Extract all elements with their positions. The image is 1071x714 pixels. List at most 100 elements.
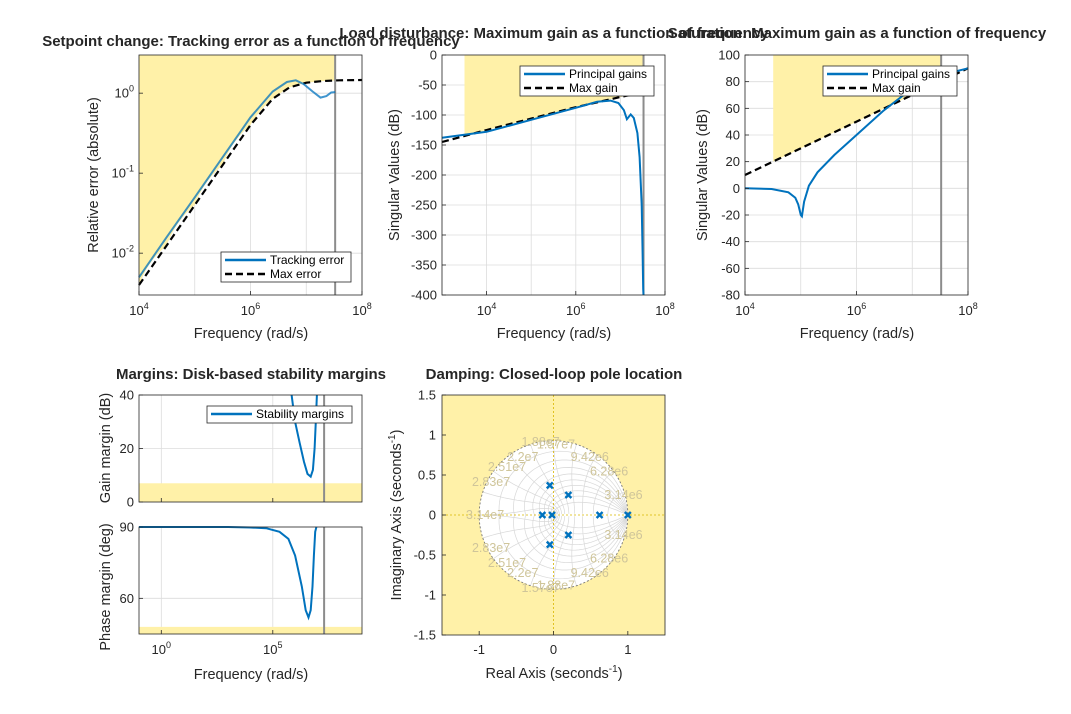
tracking-shaded-region [139,55,336,285]
margins-legend[interactable]: Stability margins [206,405,353,424]
damping-contour [544,514,629,546]
y-tick-label: -400 [411,288,437,303]
natural-frequency-contour [582,516,598,576]
damping-poles [538,481,632,549]
y-tick-label: -50 [418,78,437,93]
y-tick-label: 20 [726,154,740,169]
tracking-error-plot: Setpoint change: Tracking error as a fun… [42,33,460,342]
load-disturbance-legend-label-2: Max gain [569,81,618,95]
y-tick-label: 0 [733,181,740,196]
x-tick-label: 106 [241,301,260,318]
y-tick-label: 0 [430,48,437,63]
x-tick-label: 104 [129,301,148,318]
x-tick-label: 108 [958,301,977,318]
pole-location-plot: Damping: Closed-loop pole location 1.88e… [387,366,682,682]
y-tick-label: 60 [120,591,134,606]
damping-x-ticks: -1 0 1 [473,631,631,657]
damping-y-axis-label: Imaginary Axis (seconds-1) [387,430,405,601]
natural-frequency-contour [592,471,614,514]
y-tick-label: -100 [411,108,437,123]
tracking-plot-title: Setpoint change: Tracking error as a fun… [42,33,460,50]
series-stability-margins [290,394,318,479]
x-tick-label: -1 [473,642,485,657]
y-tick-label: -20 [721,208,740,223]
y-tick-label: -350 [411,258,437,273]
y-tick-label: 1 [429,428,436,443]
x-tick-label: 100 [152,640,171,657]
pole-marker [564,531,573,539]
damping-contour [532,473,629,516]
load-disturbance-plot-title: Load disturbance: Maximum gain as a func… [339,25,769,42]
load-disturbance-legend[interactable]: Principal gains Max gain [519,65,655,97]
x-tick-label: 1 [624,642,631,657]
y-tick-label: -40 [721,234,740,249]
series-max-error [138,78,363,286]
y-tick-label: 0.5 [418,468,436,483]
phase-margin-y-axis-label: Phase margin (deg) [98,523,114,650]
x-tick-label: 106 [566,301,585,318]
y-tick-label: 100 [718,48,740,63]
grid-annotation: 1.57e7 [537,437,575,451]
tracking-x-axis-label: Frequency (rad/s) [194,326,308,342]
phase-margin-y-ticks: 90 60 [120,520,143,606]
y-tick-label: 10-2 [112,244,134,261]
saturation-plot-title: Saturation: Maximum gain as a function o… [668,25,1047,42]
grid-annotation: 1.57e7 [521,581,559,595]
saturation-legend-label-1: Principal gains [872,67,950,81]
gain-margin-series [290,394,318,479]
series-tracking-error [138,79,336,278]
y-tick-label: 20 [120,441,134,456]
natural-frequency-contour [479,514,558,522]
grid-annotation: 3.14e6 [604,528,642,542]
grid-annotation: 3.14e6 [604,488,642,502]
tracking-legend-label-1: Tracking error [270,253,344,267]
grid-annotation: 3.14e7 [466,508,504,522]
saturation-legend[interactable]: Principal gains Max gain [822,65,958,97]
x-tick-label: 104 [735,301,754,318]
load-disturbance-legend-box [519,65,655,97]
saturation-x-ticks: 104 106 108 [735,291,978,318]
grid-annotation: 2.2e7 [507,566,538,580]
tracking-series [138,78,363,286]
damping-y-ticks: 1.5 1 0.5 0 -0.5 -1 -1.5 [414,388,446,643]
grid-annotation: 2.51e7 [488,460,526,474]
y-tick-label: -150 [411,138,437,153]
gain-margin-y-ticks: 0 20 40 [120,388,143,510]
y-tick-label: 90 [120,520,134,535]
pole-marker [545,481,554,490]
damping-contour [524,467,629,516]
x-tick-label: 106 [847,301,866,318]
series-max-gain [744,67,969,176]
gain-margin-panel: 0 20 40 Gain margin (dB) [98,388,363,510]
natural-frequency-contour [493,471,560,515]
y-tick-label: -60 [721,261,740,276]
natural-frequency-contour [479,508,558,516]
phase-margin-x-ticks: 100 105 [152,630,283,657]
saturation-series [744,67,969,219]
y-tick-label: 40 [726,128,740,143]
pole-marker [623,511,632,519]
grid-annotation: 2.83e7 [472,541,510,555]
y-tick-label: 40 [120,388,134,403]
grid-annotation: 6.28e6 [590,552,628,566]
grid-annotation: 9.42e6 [571,450,609,464]
y-tick-label: -1 [424,588,436,603]
damping-x-axis-label: Real Axis (seconds-1) [485,664,622,682]
natural-frequency-contour [553,440,570,514]
natural-frequency-contour [509,454,563,515]
grid-annotation: 2.51e7 [488,556,526,570]
load-disturbance-x-ticks: 104 106 108 [477,291,675,318]
saturation-y-axis-label: Singular Values (dB) [695,109,711,241]
saturation-plot: Saturation: Maximum gain as a function o… [668,25,1047,342]
x-tick-label: 108 [655,301,674,318]
load-disturbance-y-axis-label: Singular Values (dB) [387,109,403,241]
gain-margin-y-axis-label: Gain margin (dB) [98,393,114,503]
natural-frequency-contour [493,515,560,559]
y-tick-label: 1.5 [418,388,436,403]
tracking-legend[interactable]: Tracking error Max error [220,251,352,283]
natural-frequency-contour [582,454,598,514]
margins-legend-box [206,405,353,424]
natural-frequency-contour [553,516,570,590]
natural-frequency-contour [571,444,577,514]
